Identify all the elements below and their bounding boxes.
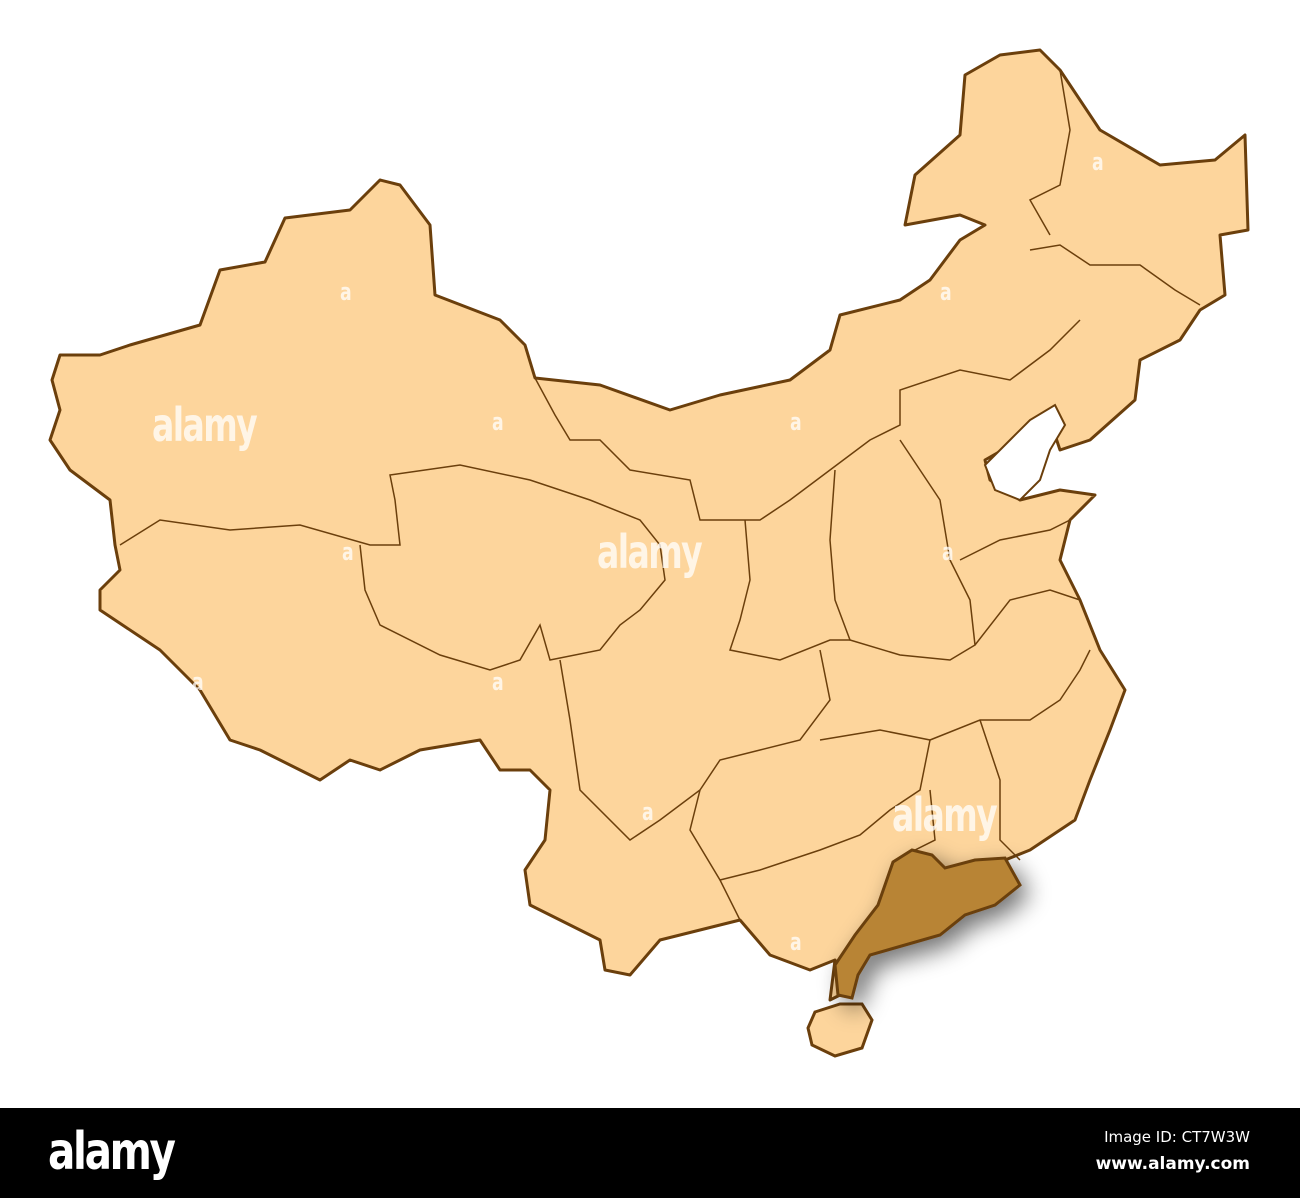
watermark-text: a (492, 668, 504, 696)
watermark-text: a (790, 408, 802, 436)
website-url: www.alamy.com (1095, 1154, 1250, 1174)
province-borders (119, 69, 1201, 921)
watermark-text: a (192, 668, 204, 696)
image-id: Image ID: CT7W3W (1104, 1128, 1250, 1146)
watermark-text: a (1092, 148, 1104, 176)
china-mainland-shape (48, 48, 1250, 1002)
bohai-sea (983, 403, 1067, 502)
china-map (48, 48, 1250, 1058)
footer-bar: alamy Image ID: CT7W3W www.alamy.com (0, 1108, 1300, 1198)
watermark-text: a (790, 928, 802, 956)
mainland (48, 48, 1250, 1002)
watermark-text: alamy (892, 788, 998, 842)
watermark-text: a (342, 538, 354, 566)
guangdong-highlighted-region (833, 848, 1022, 1000)
watermark-text: a (340, 278, 352, 306)
watermark-text: a (642, 798, 654, 826)
alamy-logo: alamy (48, 1122, 176, 1182)
watermark-text: a (940, 278, 952, 306)
watermark-text: alamy (597, 525, 703, 579)
watermark-text: a (942, 538, 954, 566)
hainan-shape (806, 1002, 874, 1058)
watermark-text: a (492, 408, 504, 436)
watermark-text: alamy (152, 398, 258, 452)
